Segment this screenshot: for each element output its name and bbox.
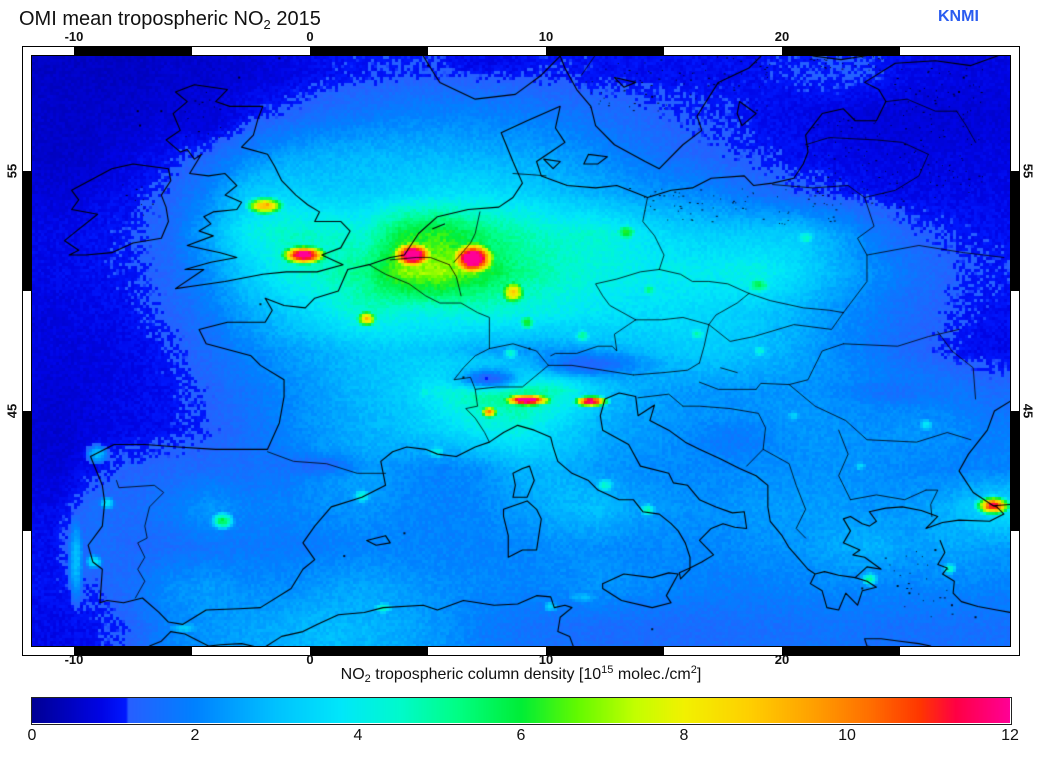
- colorbar-tick-label: 6: [516, 727, 526, 744]
- frame-segment-left: [23, 171, 32, 292]
- x-tick-label-top: 0: [306, 29, 314, 44]
- frame-segment-top: [310, 47, 428, 56]
- frame-segment-bottom: [900, 646, 1010, 655]
- frame-segment-bottom: [664, 646, 783, 655]
- colorbar-tick-label: 0: [27, 727, 37, 744]
- frame-segment-bottom: [32, 646, 74, 655]
- frame-segment-left: [23, 530, 32, 646]
- frame-segment-bottom: [192, 646, 310, 655]
- frame-segment-bottom: [782, 646, 901, 655]
- frame-segment-right: [1010, 410, 1019, 531]
- colorbar-tick-label: 12: [1001, 727, 1019, 744]
- frame-segment-bottom: [428, 646, 546, 655]
- colorbar-axis-label: NO2 tropospheric column density [1015 mo…: [340, 664, 702, 685]
- knmi-logo-text: KNMI: [938, 8, 979, 25]
- frame-segment-right: [1010, 171, 1019, 292]
- frame-segment-top: [900, 47, 1010, 56]
- colorbar-canvas: [32, 698, 1010, 723]
- colorbar-tick-label: 4: [353, 727, 363, 744]
- frame-segment-top: [664, 47, 783, 56]
- no2-field-canvas: [32, 56, 1010, 646]
- page-title: OMI mean tropospheric NO2 2015: [19, 8, 321, 32]
- frame-segment-top: [192, 47, 310, 56]
- frame-segment-right: [1010, 530, 1019, 646]
- y-tick-label-left: 45: [4, 403, 20, 419]
- frame-segment-top: [546, 47, 665, 56]
- x-tick-label-bottom: 0: [306, 652, 314, 667]
- frame-segment-top: [428, 47, 546, 56]
- x-tick-label-top: -10: [64, 29, 84, 44]
- frame-segment-bottom: [74, 646, 192, 655]
- frame-segment-left: [23, 56, 32, 172]
- y-tick-label-left: 55: [4, 163, 20, 179]
- frame-segment-bottom: [546, 646, 665, 655]
- y-tick-label-right: 55: [1020, 163, 1036, 179]
- frame-segment-left: [23, 410, 32, 531]
- frame-segment-left: [23, 291, 32, 411]
- x-tick-label-top: 10: [538, 29, 554, 44]
- colorbar-tick-label: 8: [679, 727, 689, 744]
- y-tick-label-right: 45: [1020, 403, 1036, 419]
- frame-segment-right: [1010, 291, 1019, 411]
- frame-segment-top: [74, 47, 192, 56]
- frame-segment-right: [1010, 56, 1019, 172]
- frame-segment-top: [32, 47, 74, 56]
- x-tick-label-top: 20: [774, 29, 790, 44]
- frame-segment-bottom: [310, 646, 428, 655]
- frame-segment-top: [782, 47, 901, 56]
- colorbar-tick-label: 10: [838, 727, 856, 744]
- colorbar-tick-label: 2: [190, 727, 200, 744]
